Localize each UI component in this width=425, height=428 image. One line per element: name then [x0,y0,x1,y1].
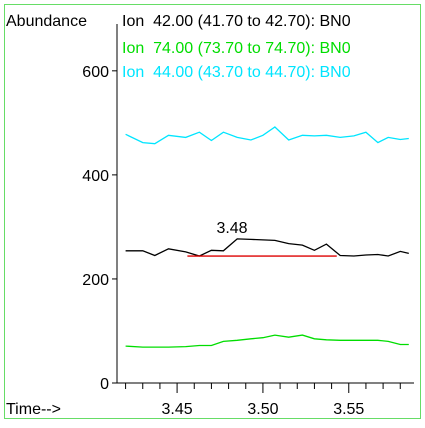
series-line-ion-42 [125,238,409,257]
x-tick-label-3.55: 3.55 [333,401,364,418]
y-tick-label-400: 400 [82,168,109,185]
legend-entry-ion-74: Ion 74.00 (73.70 to 74.70): BN0 [122,40,351,57]
y-tick-label-0: 0 [100,376,109,393]
x-tick-label-3.50: 3.50 [247,401,278,418]
annotation-layer: 3.48 [187,220,337,257]
x-tick-label-3.45: 3.45 [162,401,193,418]
chart-frame [4,4,421,419]
x-axis-title: Time--> [6,401,61,418]
y-tick-label-200: 200 [82,272,109,289]
legend-entry-ion-44: Ion 44.00 (43.70 to 44.70): BN0 [122,64,351,81]
series-layer [125,126,409,348]
y-axis-title: Abundance [6,13,87,30]
series-line-ion-44 [125,126,409,145]
series-line-ion-74 [125,334,409,348]
peak-label: 3.48 [216,220,247,237]
x-ticks: 3.45 3.50 3.55 [125,383,401,418]
y-ticks: 0 200 400 600 [82,64,117,393]
legend-entry-ion-42: Ion 42.00 (41.70 to 42.70): BN0 [122,13,351,30]
y-tick-label-600: 600 [82,64,109,81]
